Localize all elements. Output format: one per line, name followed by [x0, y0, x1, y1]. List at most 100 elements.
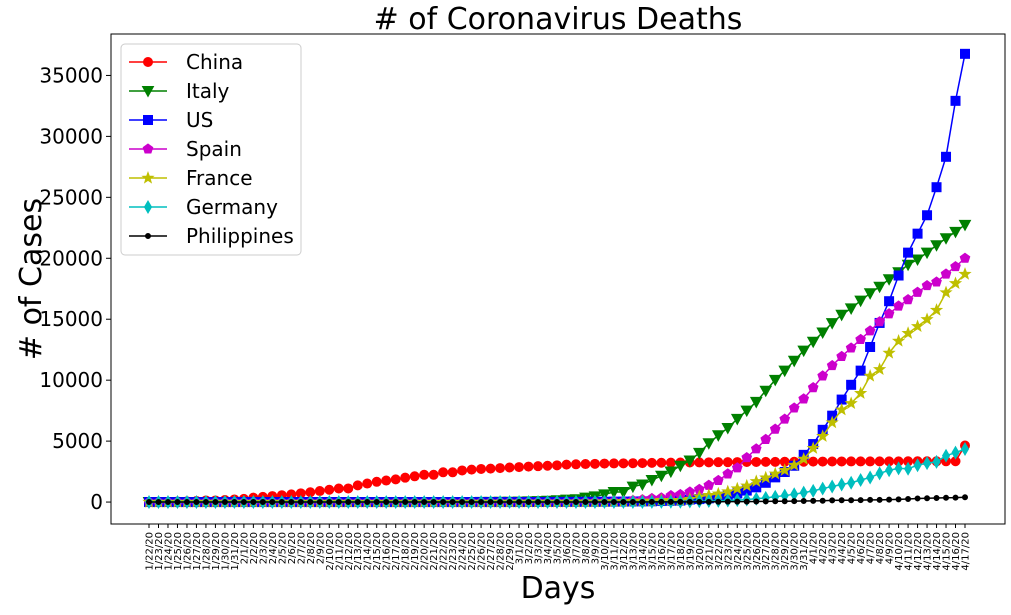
x-tick-label: 4/8/20 — [875, 532, 886, 564]
data-point-italy — [674, 460, 687, 473]
plot-frame — [110, 33, 1006, 525]
data-point-philippines — [696, 498, 703, 505]
x-tick-label: 3/31/20 — [799, 532, 810, 571]
x-tick-label: 2/16/20 — [382, 532, 393, 571]
data-point-china — [599, 458, 610, 469]
data-point-germany — [951, 445, 960, 460]
data-point-spain — [921, 280, 933, 291]
data-point-italy — [806, 336, 820, 349]
data-point-philippines — [554, 499, 560, 506]
data-point-china — [760, 456, 771, 467]
data-point-philippines — [326, 499, 333, 506]
data-point-spain — [902, 294, 914, 305]
x-tick-label: 2/10/20 — [325, 532, 336, 571]
data-point-spain — [883, 308, 895, 319]
data-point-philippines — [316, 499, 323, 506]
data-point-italy — [683, 455, 697, 468]
x-tick-label: 3/10/20 — [600, 532, 611, 571]
x-tick-label: 1/31/20 — [230, 532, 241, 571]
data-point-philippines — [250, 499, 257, 506]
data-point-china — [722, 457, 733, 468]
x-tick-label: 3/25/20 — [742, 532, 753, 571]
series-philippines — [146, 494, 968, 506]
data-point-philippines — [962, 494, 968, 501]
x-tick-label: 2/2/20 — [249, 532, 260, 564]
x-tick-label: 3/29/20 — [780, 532, 791, 571]
data-point-philippines — [212, 499, 219, 506]
x-tick-label: 3/22/20 — [714, 532, 725, 571]
x-tick-label: 4/17/20 — [961, 532, 972, 571]
data-point-philippines — [905, 496, 912, 503]
data-point-france — [835, 402, 849, 416]
data-point-china — [561, 459, 572, 470]
data-point-france — [854, 386, 868, 399]
x-tick-label: 3/8/20 — [581, 532, 592, 564]
legend-marker — [142, 143, 154, 154]
data-point-philippines — [402, 499, 409, 506]
x-tick-label: 2/17/20 — [391, 532, 402, 571]
data-point-germany — [941, 448, 951, 463]
data-point-philippines — [278, 499, 285, 506]
data-point-us — [960, 48, 970, 59]
data-point-france — [749, 474, 763, 487]
data-point-italy — [797, 345, 811, 358]
data-point-italy — [692, 447, 706, 460]
data-point-philippines — [468, 499, 475, 506]
x-tick-label: 4/9/20 — [885, 532, 896, 564]
x-tick-label: 3/9/20 — [590, 532, 601, 564]
data-point-italy — [882, 274, 896, 286]
data-point-spain — [836, 350, 847, 361]
data-point-germany — [894, 461, 903, 476]
data-point-philippines — [952, 494, 959, 501]
data-point-philippines — [335, 499, 342, 506]
x-tick-label: 3/26/20 — [752, 532, 763, 571]
data-point-china — [542, 460, 553, 471]
data-point-germany — [875, 466, 884, 481]
data-point-philippines — [364, 499, 371, 506]
data-point-china — [656, 457, 667, 468]
data-point-philippines — [525, 499, 532, 506]
x-tick-label: 4/16/20 — [951, 532, 962, 571]
data-point-china — [504, 462, 515, 473]
data-point-china — [485, 463, 496, 474]
data-point-philippines — [724, 498, 731, 505]
data-point-china — [314, 486, 325, 497]
data-point-us — [950, 95, 961, 106]
x-tick-label: 2/8/20 — [306, 532, 317, 564]
y-tick-label: 35000 — [39, 63, 103, 87]
x-tick-label: 2/21/20 — [429, 532, 440, 571]
x-tick-label: 4/1/20 — [809, 532, 820, 564]
data-point-philippines — [895, 496, 902, 503]
data-point-philippines — [629, 498, 636, 505]
data-point-france — [939, 285, 953, 299]
x-tick-label: 2/4/20 — [268, 532, 279, 564]
data-point-germany — [866, 470, 875, 485]
data-point-france — [730, 481, 744, 495]
data-point-china — [343, 483, 354, 494]
data-point-china — [665, 457, 676, 468]
y-axis: 0 5000 10000 15000 20000 25000 30000 35000 — [39, 63, 111, 514]
y-tick-label: 25000 — [39, 185, 103, 209]
x-tick-label: 3/27/20 — [761, 532, 772, 571]
data-point-philippines — [307, 499, 314, 506]
data-point-italy — [844, 303, 858, 315]
data-point-philippines — [459, 499, 466, 506]
data-point-philippines — [392, 499, 399, 506]
x-tick-label: 3/24/20 — [733, 532, 744, 571]
data-point-italy — [863, 288, 877, 300]
data-point-france — [901, 326, 915, 339]
data-point-china — [874, 456, 885, 467]
data-point-spain — [769, 423, 781, 434]
data-point-france — [816, 429, 830, 442]
data-point-france — [825, 415, 839, 429]
x-tick-label: 2/15/20 — [372, 532, 383, 571]
x-tick-label: 2/9/20 — [315, 532, 326, 564]
data-point-philippines — [202, 499, 209, 506]
data-point-france — [873, 362, 887, 375]
data-point-philippines — [943, 494, 950, 501]
y-tick-label: 30000 — [39, 124, 103, 148]
data-point-spain — [826, 359, 838, 371]
data-point-germany — [856, 473, 865, 487]
x-tick-label: 1/22/20 — [145, 532, 156, 571]
data-point-us — [941, 151, 952, 162]
